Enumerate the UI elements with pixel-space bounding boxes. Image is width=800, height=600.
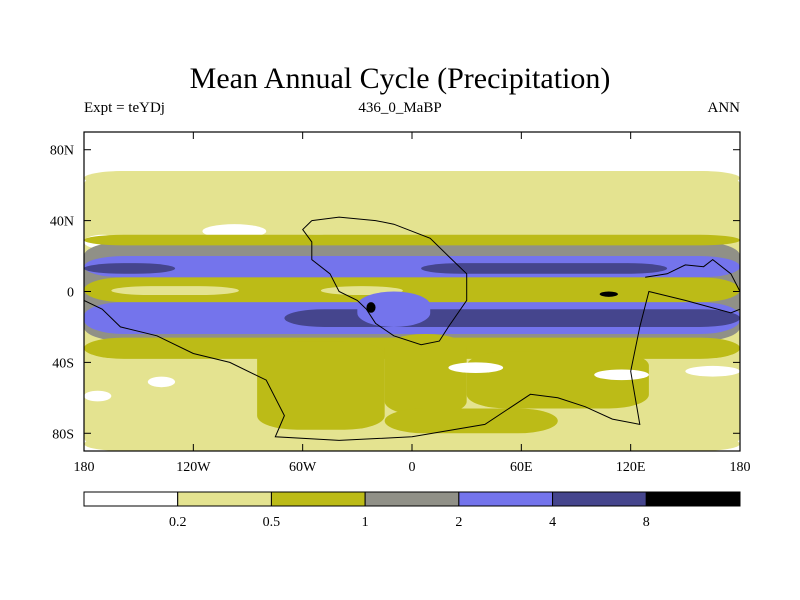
precip-region-level-6 <box>366 302 376 313</box>
experiment-label: Expt = teYDj <box>84 100 165 116</box>
precip-region-level-5 <box>421 263 668 274</box>
colorbar-swatch <box>270 491 366 507</box>
precip-region-level-0 <box>448 362 504 374</box>
colorbar-swatch <box>83 491 179 507</box>
precip-region-level-0 <box>84 132 740 171</box>
precip-region-level-1 <box>84 195 740 214</box>
x-tick-label: 120E <box>616 460 646 475</box>
precip-region-level-0 <box>594 369 649 381</box>
continent-outline-1 <box>84 290 740 441</box>
precip-region-level-2 <box>84 277 740 303</box>
x-tick-label: 60E <box>510 460 533 475</box>
chart-title: Mean Annual Cycle (Precipitation) <box>189 62 611 95</box>
precip-region-level-0 <box>84 390 112 402</box>
colorbar-swatch <box>177 491 272 507</box>
precip-region-level-5 <box>284 309 740 327</box>
precip-region-level-4 <box>357 291 431 327</box>
colorbar-swatch <box>458 491 554 507</box>
y-tick-label: 40S <box>52 356 74 371</box>
x-tick-label: 0 <box>409 460 416 475</box>
precip-region-level-6 <box>599 291 618 297</box>
colorbar-label: 0.5 <box>263 515 281 530</box>
season-label: ANN <box>707 100 741 116</box>
precip-region-level-2 <box>466 351 649 409</box>
precip-region-level-0 <box>202 224 267 239</box>
y-tick-label: 40N <box>50 215 74 230</box>
continent-outline-2 <box>645 258 740 292</box>
colorbar-label: 4 <box>549 515 556 530</box>
x-tick-label: 60W <box>289 460 317 475</box>
precip-region-level-2 <box>384 334 467 416</box>
colorbar-swatch <box>552 491 647 507</box>
colorbar-label: 8 <box>643 515 650 530</box>
precip-region-level-0 <box>685 365 740 377</box>
precip-region-level-1 <box>84 436 740 451</box>
continent-outline-0 <box>302 216 468 346</box>
x-tick-label: 180 <box>730 460 751 475</box>
colorbar-label: 2 <box>455 515 462 530</box>
x-tick-label: 120W <box>176 460 211 475</box>
time-label: 436_0_MaBP <box>358 100 442 116</box>
precip-region-level-1 <box>111 286 239 296</box>
axes: 180 120W 60W 0 60E 120E 180 80N 40N 0 40S 80S <box>50 132 751 475</box>
colorbar-label: 1 <box>362 515 369 530</box>
y-tick-label: 80N <box>50 144 74 159</box>
precip-region-level-1 <box>84 170 740 186</box>
precip-region-level-2 <box>384 408 558 434</box>
precip-region-level-2 <box>84 234 740 246</box>
colorbar: 0.2 0.5 1 2 4 8 <box>83 491 741 530</box>
y-tick-label: 80S <box>52 427 74 442</box>
precip-region-level-0 <box>147 376 176 388</box>
colorbar-swatch <box>645 491 741 507</box>
y-tick-label: 0 <box>67 286 74 301</box>
colorbar-label: 0.2 <box>169 515 187 530</box>
precip-region-level-2 <box>257 341 385 430</box>
continent-outlines <box>84 216 740 441</box>
precip-region-level-5 <box>84 263 176 274</box>
map-layer <box>84 132 740 451</box>
x-tick-label: 180 <box>74 460 95 475</box>
colorbar-swatch <box>364 491 460 507</box>
